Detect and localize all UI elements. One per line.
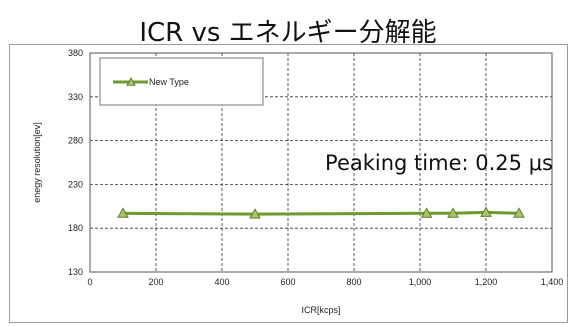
x-tick-label: 1,400 — [541, 277, 564, 287]
x-tick-label: 0 — [87, 277, 92, 287]
legend-entry-new-type: New Type — [149, 77, 189, 87]
x-axis-ticks: 0 200 400 600 800 1,000 1,200 1,400 — [87, 277, 563, 287]
y-tick-label: 380 — [68, 48, 83, 58]
series-line-new-type — [122, 210, 520, 216]
x-tick-label: 800 — [346, 277, 361, 287]
y-tick-label: 330 — [68, 92, 83, 102]
data-point — [447, 207, 459, 218]
legend-swatch-marker — [126, 76, 136, 86]
data-point — [513, 207, 525, 218]
x-axis-label: ICR[kcps] — [301, 305, 340, 315]
plot-area — [89, 52, 553, 273]
y-tick-label: 280 — [68, 136, 83, 146]
y-tick-label: 130 — [68, 267, 83, 277]
x-tick-label: 200 — [148, 277, 163, 287]
x-tick-label: 1,200 — [475, 277, 498, 287]
legend: New Type — [99, 57, 264, 106]
y-tick-label: 180 — [68, 223, 83, 233]
data-point — [420, 207, 433, 218]
grid-lines — [90, 53, 552, 272]
y-axis-label: enegy resolution[ev] — [32, 122, 42, 203]
series-layer — [117, 206, 525, 219]
y-tick-label: 230 — [68, 179, 83, 189]
x-tick-label: 600 — [280, 277, 295, 287]
x-tick-label: 400 — [214, 277, 229, 287]
data-point — [480, 206, 492, 217]
peaking-time-annotation: Peaking time: 0.25 μs — [325, 151, 553, 175]
x-tick-label: 1,000 — [409, 277, 432, 287]
chart-title: ICR vs エネルギー分解能 — [139, 18, 437, 48]
data-point — [117, 207, 129, 218]
y-axis-ticks: 130 180 230 280 330 380 — [68, 48, 83, 277]
data-point — [249, 208, 261, 219]
